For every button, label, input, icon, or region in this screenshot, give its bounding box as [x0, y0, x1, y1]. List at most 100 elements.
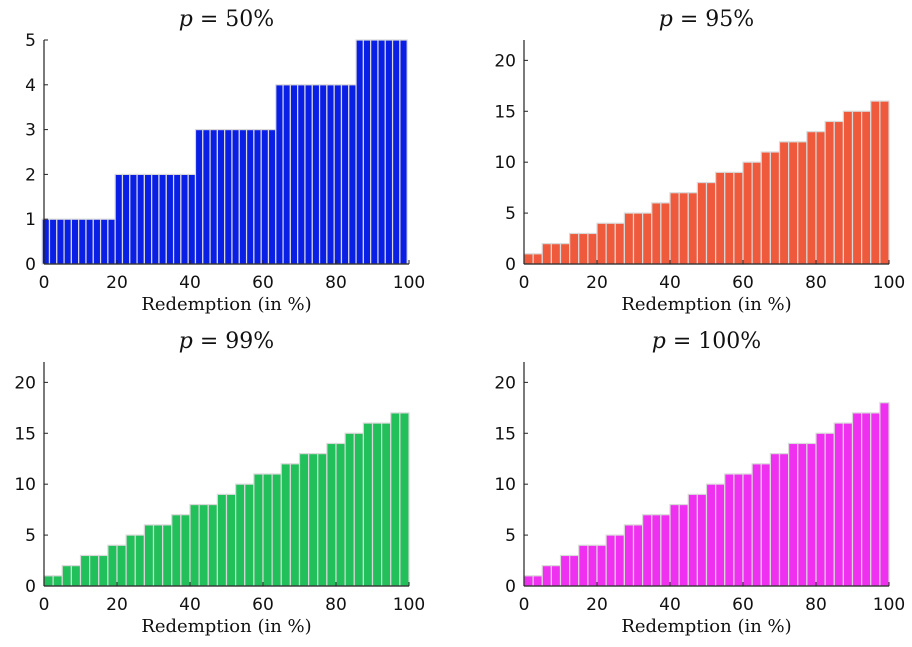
chart-title-value: = 95% — [673, 7, 754, 32]
x-tick-label: 40 — [179, 273, 201, 293]
bar — [687, 192, 698, 265]
bar — [107, 544, 118, 587]
y-tick-label: 15 — [494, 102, 516, 122]
bar — [377, 39, 386, 265]
bar — [541, 565, 552, 587]
chart-panel-4: 0 20 40 60 80 100 0 5 10 15 20 Redemption (in %) p =… — [494, 329, 905, 637]
bar — [189, 503, 200, 587]
bar — [171, 514, 182, 587]
bar — [724, 473, 735, 587]
bar — [143, 524, 155, 587]
bar — [231, 129, 240, 265]
bar — [172, 173, 182, 265]
bar — [724, 171, 735, 265]
bar — [340, 84, 350, 265]
bar — [669, 503, 680, 587]
bar — [43, 575, 54, 587]
bar — [569, 554, 580, 587]
bar — [715, 171, 726, 265]
x-tick-label: 40 — [659, 273, 681, 293]
bar — [56, 218, 65, 265]
bar — [751, 161, 762, 265]
bar — [550, 243, 562, 265]
bar — [202, 129, 211, 265]
bar — [267, 129, 277, 265]
bar — [523, 575, 534, 587]
bar — [384, 39, 394, 265]
bar — [344, 432, 355, 587]
bar — [705, 181, 717, 265]
bar — [238, 129, 248, 265]
bar — [806, 131, 817, 265]
bar — [298, 453, 310, 587]
bar — [587, 544, 598, 587]
bar — [289, 84, 299, 265]
bar — [282, 84, 291, 265]
bar — [194, 129, 204, 265]
chart-title-value: = 50% — [193, 7, 274, 32]
x-tick-label: 40 — [659, 595, 681, 615]
bar — [523, 253, 534, 265]
bar — [99, 218, 109, 265]
bar — [198, 503, 209, 587]
bar — [180, 514, 191, 587]
bar — [696, 493, 708, 587]
bar — [842, 110, 854, 265]
bar — [271, 473, 282, 587]
bar — [275, 84, 284, 265]
y-tick-label: 4 — [25, 76, 36, 96]
x-axis-label: Redemption (in %) — [141, 616, 311, 637]
bar — [61, 565, 72, 587]
y-tick-label: 2 — [25, 165, 36, 185]
bar — [318, 84, 328, 265]
bar — [121, 173, 131, 265]
chart-title-value: = 100% — [666, 329, 761, 354]
y-tick-label: 1 — [25, 210, 36, 230]
bar — [224, 129, 233, 265]
x-tick-label: 60 — [732, 595, 754, 615]
bar — [180, 173, 189, 265]
bar — [696, 181, 708, 265]
bar — [833, 422, 844, 587]
y-tick-label: 0 — [25, 255, 36, 275]
y-tick-label: 10 — [14, 475, 36, 495]
bar — [642, 514, 653, 587]
bar — [769, 151, 781, 265]
y-tick-label: 20 — [14, 373, 36, 393]
bar — [532, 253, 543, 265]
bar — [335, 442, 346, 587]
bar — [851, 110, 863, 265]
bar — [851, 412, 863, 587]
bar — [833, 120, 844, 265]
y-tick-label: 5 — [505, 526, 516, 546]
bar — [824, 432, 835, 587]
x-axis-label: Redemption (in %) — [141, 294, 311, 315]
bar — [326, 84, 335, 265]
bar — [399, 39, 408, 265]
bar — [559, 243, 571, 265]
bar — [788, 442, 799, 587]
bar — [660, 514, 671, 587]
chart-title: p = 99% — [179, 329, 274, 354]
bar — [187, 173, 197, 265]
x-tick-label: 0 — [39, 273, 50, 293]
bar — [114, 173, 124, 265]
y-tick-label: 0 — [505, 577, 516, 597]
bar — [311, 84, 321, 265]
y-tick-label: 10 — [494, 475, 516, 495]
bar — [262, 473, 273, 587]
bar — [870, 100, 881, 265]
bar — [79, 554, 91, 587]
chart-title-variable: p — [179, 329, 193, 354]
bar — [778, 453, 790, 587]
bar — [879, 100, 890, 265]
y-tick-label: 10 — [494, 153, 516, 173]
bar — [399, 412, 410, 587]
x-tick-label: 60 — [252, 273, 274, 293]
bar — [92, 218, 102, 265]
bar — [614, 222, 625, 265]
bar — [559, 554, 571, 587]
bar — [78, 218, 87, 265]
bar — [605, 222, 616, 265]
bar — [63, 218, 72, 265]
